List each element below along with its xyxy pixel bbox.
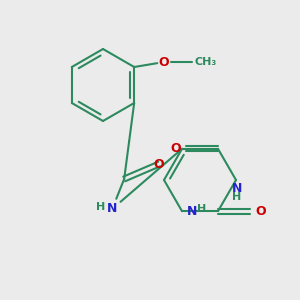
Text: N: N	[232, 182, 242, 195]
Text: O: O	[159, 56, 169, 68]
Text: H: H	[96, 202, 105, 212]
Text: H: H	[197, 204, 206, 214]
Text: H: H	[232, 192, 242, 202]
Text: CH₃: CH₃	[194, 57, 216, 67]
Text: O: O	[170, 142, 181, 155]
Text: N: N	[187, 205, 197, 218]
Text: O: O	[255, 205, 266, 218]
Text: O: O	[154, 158, 164, 170]
Text: N: N	[107, 202, 117, 215]
